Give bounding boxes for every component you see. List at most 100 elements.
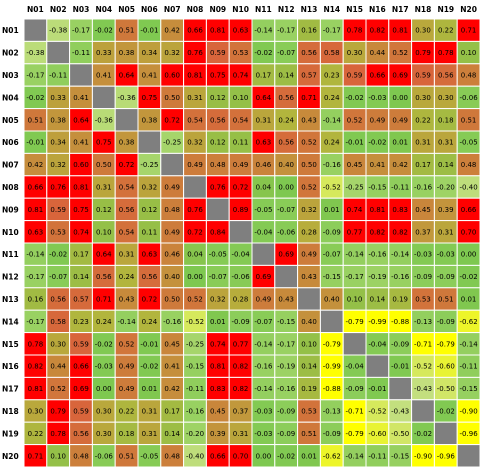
cell-value-label: -0.02 — [49, 251, 67, 259]
cell-value-label: 0.45 — [415, 206, 431, 214]
cell-value-label: 0.01 — [210, 318, 226, 326]
cell-value-label: 0.41 — [142, 72, 158, 80]
cell-value-label: 0.23 — [73, 318, 89, 326]
cell-value-label: 0.59 — [347, 72, 363, 80]
cell-value-label: -0.01 — [140, 340, 158, 348]
row-label-n08: N08 — [2, 183, 19, 192]
cell-value-label: -0.79 — [323, 340, 341, 348]
column-label-n20: N20 — [460, 5, 477, 14]
cell-value-label: 0.32 — [187, 139, 203, 147]
cell-value-label: 0.14 — [370, 296, 386, 304]
cell-value-label: -0.99 — [323, 363, 341, 371]
cell-value-label: 0.10 — [461, 49, 477, 57]
cell-value-label: 0.52 — [301, 184, 317, 192]
cell-value-label: -0.04 — [346, 363, 365, 371]
cell-value-label: 0.01 — [142, 385, 158, 393]
cell-value-label: 0.14 — [301, 363, 317, 371]
cell-value-label: 0.69 — [256, 273, 272, 281]
cell-value-label: -0.52 — [368, 408, 386, 416]
cell-value-label: 0.42 — [164, 385, 180, 393]
cell-value-label: -0.14 — [118, 318, 137, 326]
cell-value-label: 0.54 — [187, 116, 203, 124]
cell-value-label: 0.24 — [324, 139, 340, 147]
cell-value-label: -0.05 — [254, 206, 272, 214]
cell-value-label: 0.81 — [28, 206, 44, 214]
cell-value-label: 0.44 — [370, 49, 386, 57]
cell-value-label: -0.14 — [26, 251, 45, 259]
cell-value-label: -0.06 — [232, 273, 251, 281]
cell-value-label: 0.64 — [73, 116, 89, 124]
column-label-n05: N05 — [118, 5, 135, 14]
cell-value-label: -0.25 — [186, 340, 204, 348]
cell-value-label: -0.43 — [414, 385, 432, 393]
cell-value-label: -0.02 — [254, 49, 272, 57]
cell-value-label: 0.81 — [370, 206, 386, 214]
cell-value-label: 0.01 — [461, 296, 477, 304]
cell-value-label: -0.03 — [254, 430, 272, 438]
cell-value-label: 0.52 — [392, 49, 408, 57]
masked-diagonal-cell — [23, 18, 48, 42]
cell-value-label: -0.36 — [118, 94, 137, 102]
cell-value-label: -0.17 — [346, 273, 364, 281]
cell-value-label: -0.09 — [232, 318, 250, 326]
cell-value-label: 0.78 — [438, 49, 454, 57]
column-tick-labels: N01 N02 N03 N04 N05 N06 N07 N08 N09 N10 N11 N12 N13 N… — [27, 5, 477, 14]
cell-value-label: 0.46 — [164, 251, 180, 259]
cell-value-label: 0.38 — [119, 139, 135, 147]
column-label-n03: N03 — [73, 5, 90, 14]
masked-diagonal-cell — [297, 287, 321, 311]
cell-value-label: 0.41 — [96, 72, 112, 80]
cell-value-label: 0.12 — [96, 206, 112, 214]
cell-value-label: -0.11 — [368, 452, 386, 460]
cell-value-label: -0.20 — [186, 430, 204, 438]
row-label-n02: N02 — [2, 49, 19, 58]
cell-value-label: -0.09 — [391, 340, 409, 348]
cell-value-label: 0.89 — [233, 206, 249, 214]
cell-value-label: 0.22 — [119, 408, 135, 416]
cell-value-label: 0.43 — [119, 296, 135, 304]
masked-diagonal-cell — [160, 152, 185, 177]
cell-value-label: 0.74 — [73, 228, 89, 236]
cell-value-label: -0.02 — [414, 430, 432, 438]
cell-value-label: -0.16 — [277, 385, 296, 393]
cell-value-label: -0.02 — [437, 408, 455, 416]
cell-value-label: -0.79 — [346, 318, 364, 326]
cell-value-label: -0.79 — [346, 430, 364, 438]
cell-value-label: 0.63 — [256, 139, 272, 147]
cell-value-label: 0.49 — [164, 228, 180, 236]
cell-value-label: 0.45 — [164, 340, 180, 348]
cell-value-label: -0.25 — [163, 139, 181, 147]
cell-value-label: 0.31 — [119, 251, 135, 259]
column-label-n01: N01 — [27, 5, 44, 14]
cell-value-label: 0.54 — [119, 228, 135, 236]
column-label-n17: N17 — [392, 5, 409, 14]
cell-value-label: 0.28 — [301, 228, 317, 236]
cell-value-label: 0.71 — [301, 94, 317, 102]
cell-value-label: 0.81 — [73, 184, 89, 192]
cell-value-label: 0.24 — [142, 318, 158, 326]
cell-value-label: 0.33 — [96, 49, 112, 57]
cell-value-label: 0.45 — [210, 408, 226, 416]
cell-value-label: -0.03 — [95, 363, 113, 371]
cell-value-label: 0.71 — [28, 452, 44, 460]
cell-value-label: 0.10 — [347, 296, 363, 304]
cell-value-label: -0.17 — [26, 72, 44, 80]
cell-value-label: -0.71 — [346, 408, 364, 416]
cell-value-label: -0.15 — [391, 452, 409, 460]
cell-value-label: 0.38 — [142, 116, 158, 124]
cell-value-label: 0.00 — [256, 452, 272, 460]
cell-value-label: 0.64 — [119, 72, 135, 80]
column-label-n19: N19 — [437, 5, 454, 14]
cell-value-label: -0.50 — [437, 385, 455, 393]
cell-value-label: 0.52 — [187, 296, 203, 304]
cell-value-label: 0.83 — [392, 206, 408, 214]
row-label-n09: N09 — [2, 205, 19, 214]
cell-value-label: -0.13 — [323, 408, 341, 416]
cell-value-label: 0.12 — [210, 94, 226, 102]
cell-value-label: 0.24 — [119, 273, 135, 281]
cell-value-label: 0.31 — [187, 94, 203, 102]
cell-value-label: 0.66 — [187, 27, 203, 35]
cell-value-label: 0.59 — [73, 340, 89, 348]
cell-value-label: -0.52 — [414, 363, 432, 371]
cell-value-label: 0.33 — [50, 94, 66, 102]
